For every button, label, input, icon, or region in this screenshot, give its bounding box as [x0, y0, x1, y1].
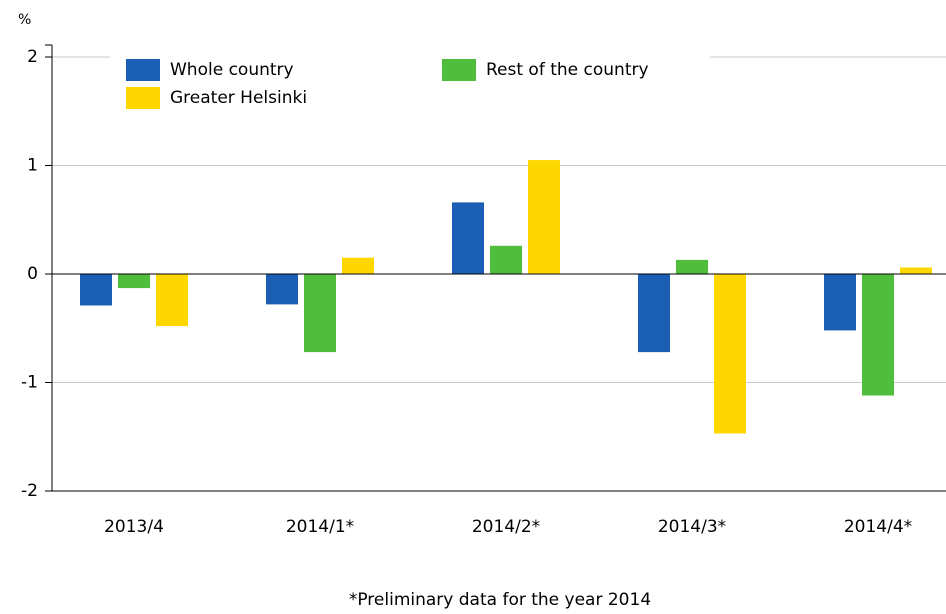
x-tick-label: 2013/4 [104, 517, 164, 537]
bar [266, 274, 298, 305]
footnote: *Preliminary data for the year 2014 [349, 590, 651, 610]
legend-label: Rest of the country [486, 60, 649, 80]
bar [342, 257, 374, 274]
bar [900, 267, 932, 274]
y-tick-label: -2 [21, 481, 38, 501]
y-tick-label: 2 [27, 47, 38, 67]
x-tick-label: 2014/4* [844, 517, 912, 537]
bar [676, 259, 708, 274]
bar [80, 274, 112, 306]
y-tick-label: 1 [27, 156, 38, 176]
y-axis-label: % [18, 12, 31, 28]
bar [118, 274, 150, 289]
y-tick-label: -1 [21, 373, 38, 393]
y-tick-label: 0 [27, 264, 38, 284]
bar [156, 274, 188, 327]
bar [824, 274, 856, 331]
legend-swatch [126, 59, 160, 81]
bar [452, 202, 484, 274]
bar [490, 245, 522, 274]
legend-label: Greater Helsinki [170, 88, 307, 108]
bar [862, 274, 894, 396]
legend-swatch [126, 87, 160, 109]
bar [304, 274, 336, 353]
x-tick-label: 2014/1* [286, 517, 354, 537]
legend-background [110, 50, 710, 116]
bar [714, 274, 746, 434]
bar [528, 160, 560, 274]
bar [638, 274, 670, 353]
legend-label: Whole country [170, 60, 294, 80]
legend-swatch [442, 59, 476, 81]
x-tick-label: 2014/3* [658, 517, 726, 537]
x-tick-label: 2014/2* [472, 517, 540, 537]
